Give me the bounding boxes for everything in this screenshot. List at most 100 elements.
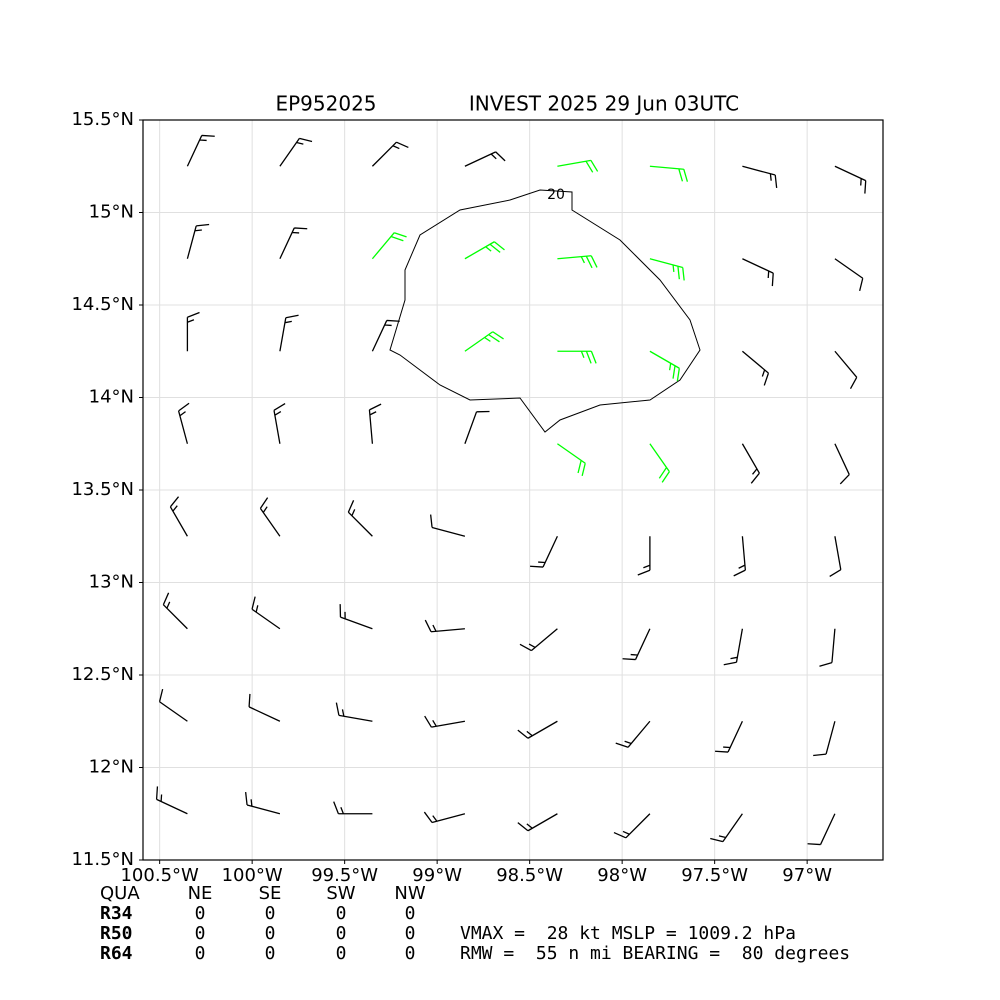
table-cell: R50 bbox=[100, 923, 133, 944]
wind-barb bbox=[339, 604, 373, 630]
wind-barb bbox=[715, 720, 743, 753]
y-tick-label: 15.5°N bbox=[71, 109, 134, 130]
x-tick-label: 97°W bbox=[782, 865, 832, 886]
wind-barb bbox=[158, 688, 188, 722]
wind-barb bbox=[519, 628, 558, 652]
table-cell: 0 bbox=[405, 903, 416, 924]
wind-barb bbox=[333, 801, 373, 815]
x-tick-label: 99.5°W bbox=[311, 865, 378, 886]
wind-barb bbox=[347, 500, 373, 537]
wind-barb bbox=[834, 258, 864, 292]
wind-barb bbox=[244, 791, 281, 815]
wind-barb bbox=[622, 628, 651, 661]
y-tick-label: 14.5°N bbox=[71, 294, 134, 315]
wind-barb bbox=[813, 721, 836, 757]
wind-barb bbox=[335, 702, 373, 722]
wind-barb bbox=[186, 311, 200, 352]
wind-barb bbox=[464, 151, 506, 167]
wind-barb bbox=[649, 350, 680, 382]
wind-barb bbox=[829, 536, 842, 578]
wind-barb bbox=[424, 715, 466, 728]
wind-barb bbox=[530, 535, 558, 568]
barbs bbox=[155, 134, 867, 846]
wind-barb bbox=[423, 811, 466, 824]
table-header: QUA bbox=[100, 883, 140, 904]
y-tick-label: 15°N bbox=[89, 202, 134, 223]
wind-barb bbox=[834, 350, 858, 390]
wind-barb bbox=[177, 402, 190, 444]
wind-barb bbox=[615, 720, 651, 748]
wind-barb bbox=[613, 813, 651, 839]
wind-barb bbox=[186, 134, 215, 167]
wind-barb bbox=[259, 497, 281, 537]
wind-barb bbox=[741, 350, 770, 386]
x-tick-label: 98.5°W bbox=[496, 865, 563, 886]
wind-barb bbox=[279, 137, 313, 167]
wind-barb bbox=[169, 496, 188, 537]
contour-line bbox=[389, 189, 701, 433]
x-tick-label: 99°W bbox=[412, 865, 462, 886]
wind-barb bbox=[733, 536, 747, 577]
y-tick-label: 13°N bbox=[89, 572, 134, 593]
wind-barb bbox=[279, 314, 299, 352]
wind-barb bbox=[649, 165, 689, 182]
wind-barb bbox=[251, 596, 281, 630]
wind-barb bbox=[279, 227, 308, 260]
table-cell: 0 bbox=[265, 923, 276, 944]
table-cell: 0 bbox=[405, 923, 416, 944]
wind-barb bbox=[819, 628, 836, 667]
x-tick-label: 100°W bbox=[222, 865, 283, 886]
y-tick-label: 14°N bbox=[89, 387, 134, 408]
wind-barb bbox=[429, 514, 466, 537]
wind-barb bbox=[155, 786, 188, 815]
wind-barb bbox=[649, 443, 670, 483]
wind-barb bbox=[742, 258, 774, 287]
info-line: VMAX = 28 kt MSLP = 1009.2 hPa bbox=[460, 923, 796, 944]
table-header: SW bbox=[326, 883, 355, 904]
table-cell: 0 bbox=[336, 923, 347, 944]
x-tick-label: 98°W bbox=[597, 865, 647, 886]
wind-barb bbox=[273, 402, 286, 444]
wind-barb bbox=[637, 536, 651, 576]
table-header: NW bbox=[394, 883, 425, 904]
contour-label: 20 bbox=[547, 187, 565, 203]
storm-id: EP952025 bbox=[275, 92, 376, 116]
wind-barb bbox=[162, 592, 188, 630]
wind-barb bbox=[464, 331, 504, 352]
wind-barb bbox=[742, 165, 778, 189]
table-cell: 0 bbox=[265, 903, 276, 924]
wind-barb bbox=[464, 410, 490, 444]
wind-barb bbox=[368, 403, 382, 444]
y-tick-label: 12.5°N bbox=[71, 664, 134, 685]
wind-barb bbox=[741, 443, 760, 484]
table-cell: 0 bbox=[195, 943, 206, 964]
wind-barb bbox=[186, 223, 210, 259]
y-tick-label: 13.5°N bbox=[71, 479, 134, 500]
wind-barb bbox=[557, 350, 597, 364]
wind-barb bbox=[371, 319, 400, 352]
table-cell: 0 bbox=[265, 943, 276, 964]
table-cell: 0 bbox=[195, 903, 206, 924]
chart-title: INVEST 2025 29 Jun 03UTC bbox=[469, 92, 739, 116]
table-cell: R64 bbox=[100, 943, 133, 964]
wind-barb bbox=[557, 255, 598, 269]
table-header: SE bbox=[259, 883, 282, 904]
wind-barb bbox=[248, 693, 281, 722]
wind-barb bbox=[517, 720, 558, 739]
wind-barb bbox=[807, 813, 836, 846]
y-tick-label: 12°N bbox=[89, 757, 134, 778]
x-tick-label: 100.5°W bbox=[120, 865, 199, 886]
table-cell: 0 bbox=[195, 923, 206, 944]
table-cell: 0 bbox=[336, 943, 347, 964]
wind-barb bbox=[557, 159, 599, 173]
table-header: NE bbox=[188, 883, 213, 904]
wind-barb bbox=[557, 443, 586, 477]
info-line: RMW = 55 n mi BEARING = 80 degrees bbox=[460, 943, 850, 964]
y-tick-label: 11.5°N bbox=[71, 849, 134, 870]
wind-barb bbox=[710, 813, 743, 843]
wind-barb bbox=[834, 443, 850, 485]
table-cell: R34 bbox=[100, 903, 133, 924]
